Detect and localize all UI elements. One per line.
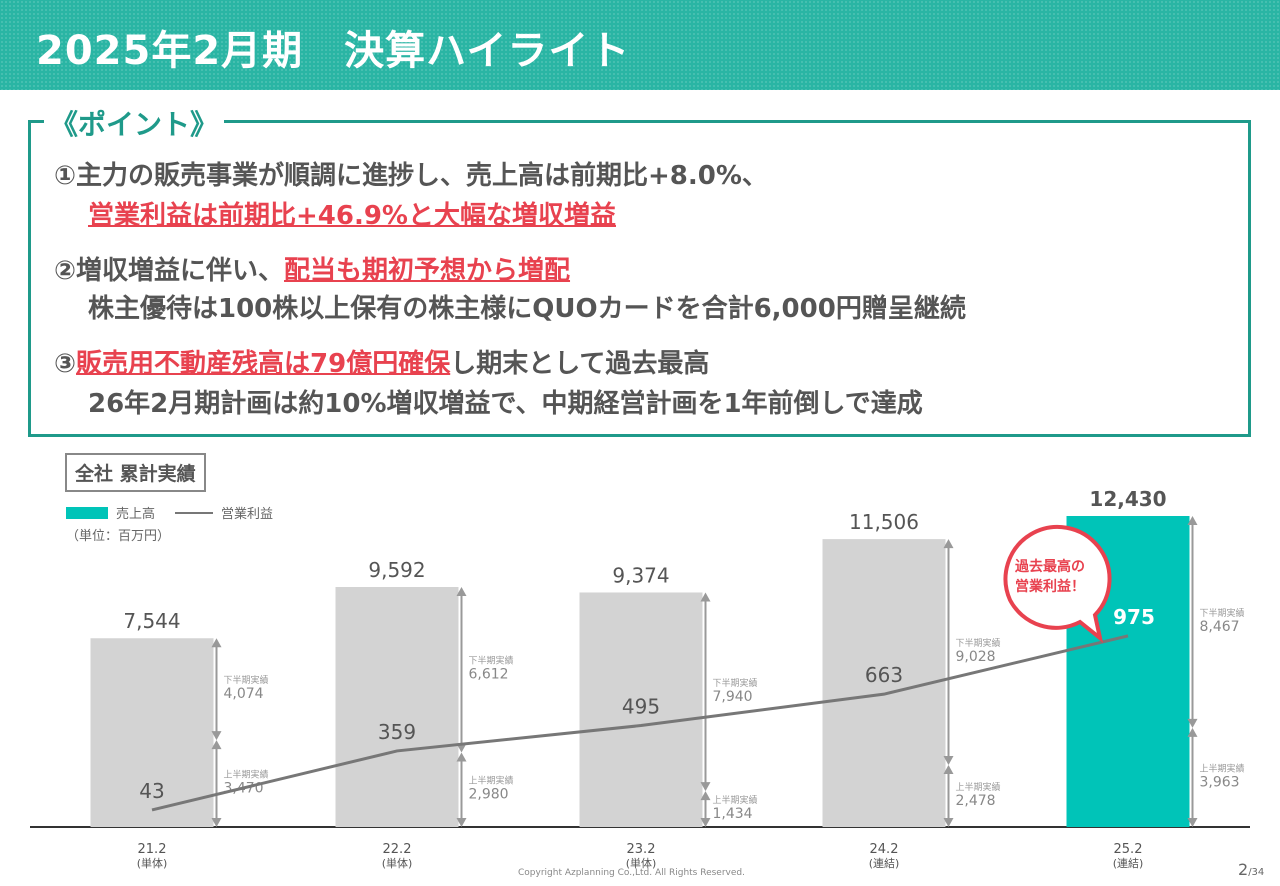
section-label: 全社 累計実績 xyxy=(65,453,206,492)
x-tick-sublabel: (単体) xyxy=(137,856,168,870)
point-1-line-1: ①主力の販売事業が順調に進捗し、売上高は前期比+8.0%、 xyxy=(54,161,768,191)
arrow-head xyxy=(700,782,711,792)
point-3-num: ③ xyxy=(54,349,77,379)
point-1-line-2: 営業利益は前期比+46.9%と大幅な増収増益 xyxy=(54,195,616,232)
callout-text: 過去最高の xyxy=(1014,558,1085,575)
page-current: 2 xyxy=(1238,860,1249,879)
points-title: 《ポイント》 xyxy=(44,103,225,143)
page-total: /34 xyxy=(1248,867,1265,878)
page-number: 2/34 xyxy=(1238,860,1264,879)
point-2-text: ②増収増益に伴い、 xyxy=(54,256,285,286)
point-1-highlight: 営業利益は前期比+46.9%と大幅な増収増益 xyxy=(88,201,616,231)
arrow-head xyxy=(456,752,467,762)
x-tick-sublabel: (連結) xyxy=(1113,856,1144,870)
arrow-head xyxy=(211,731,222,741)
point-3-line-1: ③販売用不動産残高は79億円確保し期末として過去最高 xyxy=(54,343,709,380)
callout-bubble xyxy=(1003,525,1112,644)
header-band: 2025年2月期 決算ハイライト xyxy=(0,0,1280,90)
copyright: Copyright Azplanning Co.,Ltd. All Rights… xyxy=(518,868,745,878)
point-2-line-2: 株主優待は100株以上保有の株主様にQUOカードを合計6,000円贈呈継続 xyxy=(88,294,966,324)
second-half-label: 下半期実績 xyxy=(224,674,269,686)
arrow-head xyxy=(1187,727,1198,737)
arrow-head xyxy=(211,638,222,648)
second-half-value: 7,940 xyxy=(713,689,753,705)
point-3-line-2: 26年2月期計画は約10%増収増益で、中期経営計画を1年前倒しで達成 xyxy=(88,389,923,419)
bar-value-label: 12,430 xyxy=(1089,487,1166,511)
arrow-head xyxy=(943,756,954,766)
point-3-highlight: 販売用不動産残高は79億円確保 xyxy=(76,349,451,379)
profit-value-label: 663 xyxy=(865,663,903,687)
bar-21.2 xyxy=(90,638,214,827)
arrow-head xyxy=(943,818,954,827)
point-2-highlight: 配当も期初予想から増配 xyxy=(284,256,571,286)
second-half-label: 下半期実績 xyxy=(1200,607,1245,619)
profit-line xyxy=(151,634,1129,812)
points-box xyxy=(28,120,1251,437)
bar-value-label: 11,506 xyxy=(849,510,919,534)
profit-value-label: 43 xyxy=(139,779,164,803)
x-tick-label: 21.2 xyxy=(138,842,167,857)
arrow-head xyxy=(1187,818,1198,827)
arrow-head xyxy=(700,791,711,801)
second-half-label: 下半期実績 xyxy=(469,655,514,667)
second-half-value: 9,028 xyxy=(956,649,996,665)
first-half-label: 上半期実績 xyxy=(713,794,758,806)
page-title: 2025年2月期 決算ハイライト xyxy=(36,28,631,74)
second-half-value: 8,467 xyxy=(1200,619,1240,635)
x-tick-label: 22.2 xyxy=(383,842,412,857)
unit-label: （単位：百万円） xyxy=(66,529,171,544)
arrow-head xyxy=(456,587,467,597)
x-tick-sublabel: (単体) xyxy=(382,856,413,870)
legend-swatch-profit xyxy=(175,511,214,514)
arrow-head xyxy=(943,765,954,775)
first-half-value: 2,478 xyxy=(956,793,996,809)
second-half-label: 下半期実績 xyxy=(713,677,758,689)
arrow-head xyxy=(700,818,711,827)
x-tick-sublabel: (単体) xyxy=(626,856,657,870)
bar-value-label: 7,544 xyxy=(123,609,180,633)
x-tick-label: 25.2 xyxy=(1114,842,1143,857)
point-2-line-1: ②増収増益に伴い、配当も期初予想から増配 xyxy=(54,250,570,287)
legend-sales: 売上高 xyxy=(116,507,156,522)
x-tick-label: 23.2 xyxy=(627,842,656,857)
bar-22.2 xyxy=(335,587,459,827)
first-half-value: 1,434 xyxy=(713,806,753,822)
legend-swatch-sales xyxy=(66,506,108,519)
first-half-value: 3,963 xyxy=(1200,774,1240,790)
first-half-value: 2,980 xyxy=(469,787,509,803)
arrow-head xyxy=(943,539,954,549)
profit-value-label: 495 xyxy=(622,695,660,719)
first-half-label: 上半期実績 xyxy=(224,769,269,781)
bar-value-label: 9,592 xyxy=(368,558,425,582)
arrow-head xyxy=(211,818,222,827)
bar-23.2 xyxy=(579,592,703,827)
second-half-value: 6,612 xyxy=(469,667,509,683)
arrow-head xyxy=(1187,718,1198,728)
second-half-value: 4,074 xyxy=(224,686,264,702)
first-half-label: 上半期実績 xyxy=(469,775,514,787)
arrow-head xyxy=(211,740,222,750)
second-half-label: 下半期実績 xyxy=(956,637,1001,649)
arrow-head xyxy=(700,592,711,602)
point-3-text: し期末として過去最高 xyxy=(450,349,710,379)
first-half-label: 上半期実績 xyxy=(1200,762,1245,774)
profit-value-label: 359 xyxy=(378,720,416,744)
legend: 売上高 営業利益 xyxy=(66,503,273,522)
arrow-head xyxy=(1187,516,1198,526)
legend-profit: 営業利益 xyxy=(221,507,274,522)
profit-value-label: 975 xyxy=(1113,605,1155,629)
x-tick-label: 24.2 xyxy=(870,842,899,857)
callout-text: 営業利益！ xyxy=(1015,578,1085,595)
arrow-head xyxy=(456,818,467,827)
bar-value-label: 9,374 xyxy=(612,563,669,587)
first-half-label: 上半期実績 xyxy=(956,781,1001,793)
x-tick-sublabel: (連結) xyxy=(869,856,900,870)
